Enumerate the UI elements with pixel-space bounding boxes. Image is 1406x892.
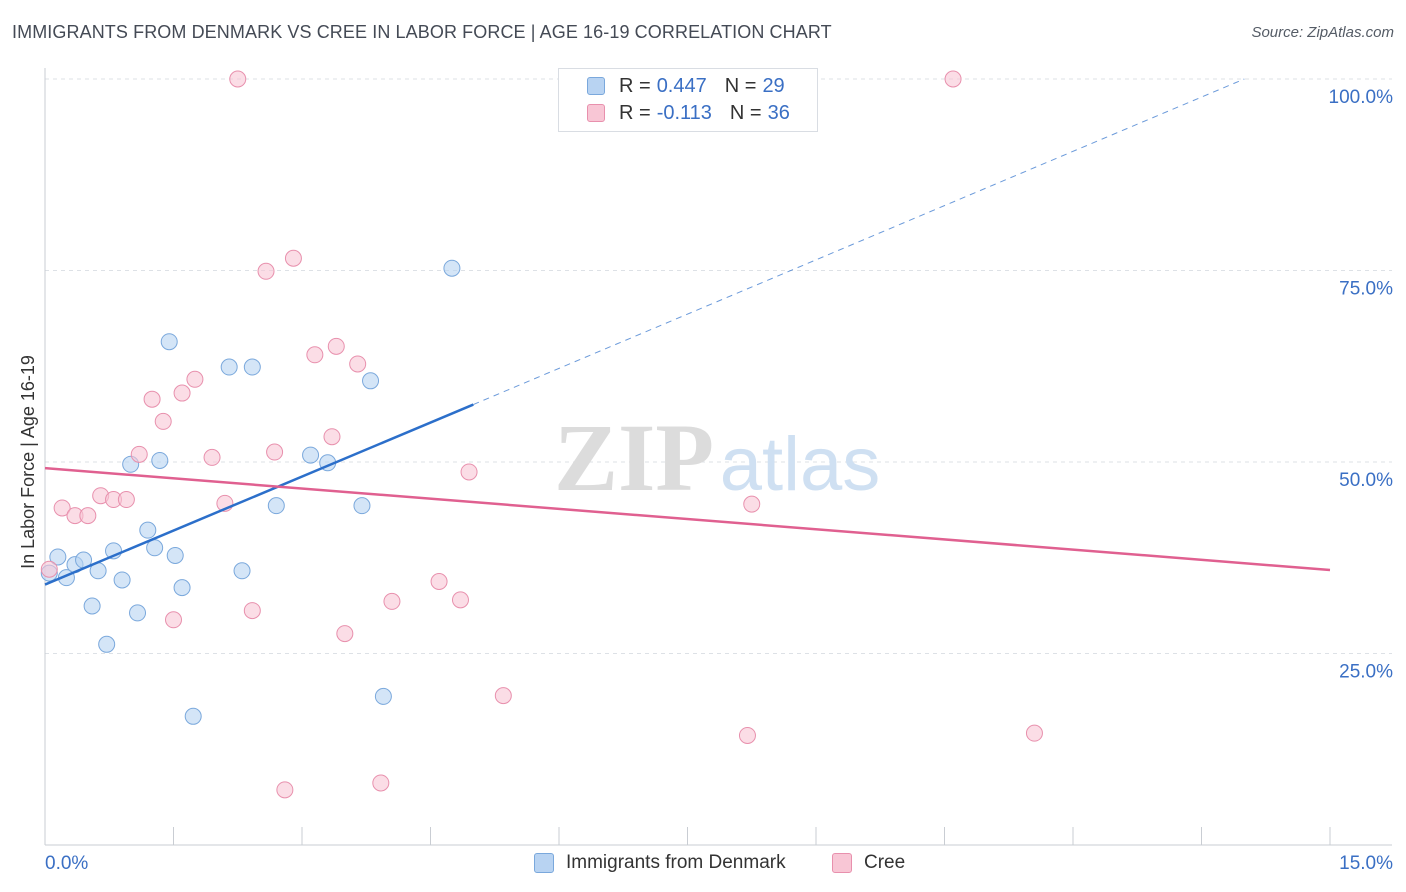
cree-point: [165, 611, 182, 629]
cree-point: [430, 572, 448, 590]
cree-point: [154, 412, 172, 430]
denmark-point: [374, 687, 392, 705]
cree-point: [130, 445, 148, 463]
denmark-point: [302, 446, 320, 464]
denmark-point: [98, 635, 116, 653]
denmark-point: [443, 259, 461, 277]
denmark-point: [233, 562, 251, 580]
cree-point: [186, 370, 204, 388]
denmark-point: [49, 548, 67, 566]
cree-point: [306, 346, 324, 364]
legend-row-cree: R = -0.113 N = 36: [587, 100, 790, 126]
cree-point: [243, 602, 261, 620]
denmark-point: [129, 604, 147, 622]
cree-point: [173, 384, 191, 402]
denmark-point: [113, 571, 131, 589]
cree-point: [460, 463, 478, 481]
cree-legend-label: Cree: [864, 852, 906, 873]
cree-point: [944, 70, 962, 88]
y-axis-label: In Labor Force | Age 16-19: [18, 355, 38, 569]
denmark-point: [160, 333, 178, 351]
cree-point: [1025, 724, 1043, 742]
denmark-trend-line: [44, 403, 474, 586]
denmark-point: [220, 358, 238, 376]
cree-point: [257, 262, 275, 280]
cree-point: [40, 560, 58, 578]
denmark-point: [362, 372, 380, 390]
cree-point: [383, 592, 401, 610]
cree-point: [276, 781, 294, 799]
cree-point: [79, 507, 97, 525]
chart-title: IMMIGRANTS FROM DENMARK VS CREE IN LABOR…: [12, 22, 832, 42]
cree-point: [323, 428, 341, 446]
watermark-atlas: atlas: [720, 422, 881, 507]
y-tick-label: 75.0%: [1339, 279, 1393, 300]
cree-point: [143, 390, 161, 408]
cree-point: [336, 625, 354, 643]
legend-item-denmark[interactable]: Immigrants from Denmark: [534, 852, 786, 874]
cree-point: [53, 499, 71, 517]
r-label: R =: [619, 101, 651, 124]
y-tick-label: 25.0%: [1339, 662, 1393, 683]
denmark-point: [353, 497, 371, 515]
n-label: N =: [724, 74, 757, 97]
correlation-legend: R = 0.447 N = 29 R = -0.113 N = 36: [558, 68, 818, 132]
denmark-point: [83, 597, 101, 615]
cree-r-value: -0.113: [656, 101, 712, 124]
cree-point: [451, 591, 469, 609]
cree-swatch: [587, 104, 605, 122]
legend-item-cree[interactable]: Cree: [832, 852, 905, 874]
y-tick-label: 100.0%: [1329, 87, 1394, 108]
denmark-point: [146, 539, 164, 557]
source-credit: Source: ZipAtlas.com: [1251, 24, 1394, 41]
denmark-point: [173, 579, 191, 597]
denmark-r-value: 0.447: [656, 74, 707, 97]
denmark-point: [139, 521, 157, 539]
cree-legend-swatch: [832, 853, 852, 873]
denmark-trend-extension: [473, 78, 1245, 406]
r-label: R =: [619, 74, 651, 97]
denmark-point: [151, 451, 169, 469]
cree-point: [284, 249, 302, 267]
denmark-swatch: [587, 77, 605, 95]
cree-point: [349, 355, 367, 373]
cree-point: [229, 70, 247, 88]
denmark-point: [243, 358, 261, 376]
x-tick-label: 0.0%: [45, 853, 88, 874]
series-cree: [40, 70, 1043, 799]
y-tick-label: 50.0%: [1339, 470, 1393, 491]
cree-point: [266, 443, 284, 461]
denmark-legend-label: Immigrants from Denmark: [566, 852, 786, 873]
cree-point: [494, 687, 512, 705]
n-label: N =: [729, 101, 762, 124]
denmark-legend-swatch: [534, 853, 554, 873]
legend-row-denmark: R = 0.447 N = 29: [587, 73, 785, 99]
cree-point: [327, 337, 345, 355]
denmark-n-value: 29: [762, 74, 785, 97]
cree-n-value: 36: [767, 101, 790, 124]
cree-point: [372, 774, 390, 792]
cree-point: [743, 495, 761, 513]
x-tick-label: 15.0%: [1339, 853, 1393, 874]
cree-point: [117, 491, 135, 509]
denmark-point: [267, 497, 285, 515]
denmark-point: [166, 546, 184, 564]
watermark-zip: ZIP: [554, 404, 714, 511]
denmark-point: [184, 707, 202, 725]
cree-point: [203, 448, 221, 466]
cree-trend-line: [44, 466, 1331, 572]
cree-point: [738, 726, 756, 744]
